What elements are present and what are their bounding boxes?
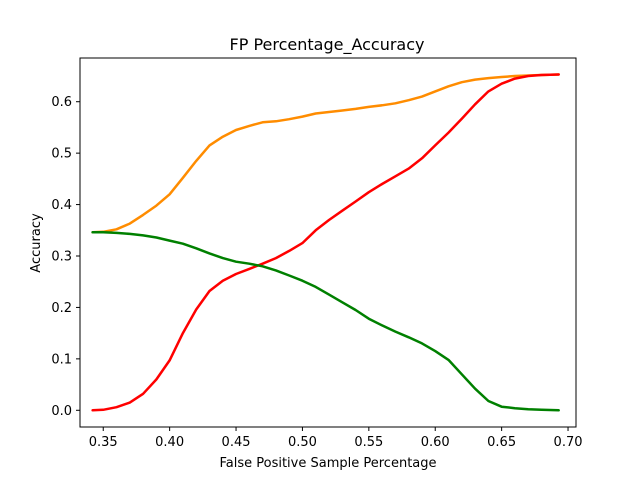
y-tick-label: 0.4	[51, 198, 72, 213]
x-tick-label: 0.55	[354, 435, 383, 450]
x-axis: 0.35 0.40 0.45 0.50 0.55 0.60 0.65 0.70	[89, 427, 583, 450]
y-tick-label: 0.5	[51, 147, 72, 162]
y-tick-label: 0.3	[51, 250, 72, 265]
x-tick-label: 0.60	[421, 435, 450, 450]
chart-title: FP Percentage_Accuracy	[230, 35, 425, 55]
y-axis: 0.0 0.1 0.2 0.3 0.4 0.5 0.6	[51, 95, 80, 419]
series-green-line	[91, 231, 560, 412]
y-tick-label: 0.1	[51, 352, 72, 367]
y-tick-label: 0.0	[51, 404, 72, 419]
y-tick-label: 0.6	[51, 95, 72, 110]
x-tick-label: 0.70	[554, 435, 583, 450]
x-axis-title: False Positive Sample Percentage	[219, 456, 436, 471]
x-tick-label: 0.35	[89, 435, 118, 450]
y-axis-title: Accuracy	[29, 213, 44, 273]
series-layer	[91, 73, 560, 412]
x-tick-label: 0.50	[288, 435, 317, 450]
y-tick-label: 0.2	[51, 301, 72, 316]
series-orange-line	[91, 73, 560, 234]
x-tick-label: 0.40	[155, 435, 184, 450]
x-tick-label: 0.45	[222, 435, 251, 450]
plot-frame	[79, 57, 577, 428]
series-red-line	[91, 73, 560, 412]
x-tick-label: 0.65	[487, 435, 516, 450]
